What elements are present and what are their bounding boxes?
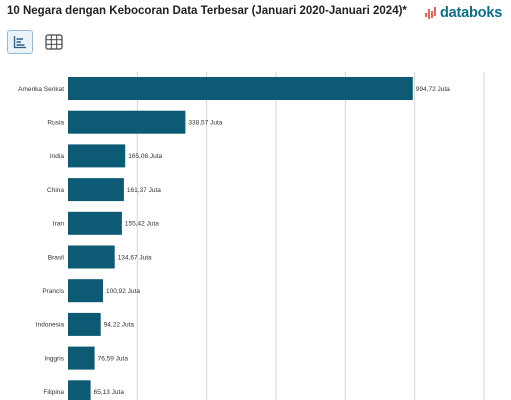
databoks-logo-text: databoks [440,5,503,21]
value-label: 76,59 Juta [98,355,129,362]
category-label: Amerika Serikat [18,86,64,93]
bar[interactable] [68,279,103,303]
chart-title: 10 Negara dengan Kebocoran Data Terbesar… [7,5,407,17]
value-label: 100,92 Juta [106,288,140,295]
value-label: 165,08 Juta [128,153,162,160]
value-label: 65,13 Juta [94,389,125,396]
bar[interactable] [68,77,413,100]
chart-view-button[interactable] [7,30,33,54]
databoks-logo[interactable]: databoks [425,5,502,21]
value-label: 155,42 Juta [125,221,159,228]
table-view-button[interactable] [41,30,67,54]
table-grid-icon [45,34,63,50]
category-label: Filipina [43,389,64,396]
category-label: Iran [53,221,65,228]
bar[interactable] [68,211,122,235]
value-label: 94,22 Juta [104,322,135,329]
value-label: 994,72 Juta [416,86,450,93]
category-label: Indonesia [36,322,65,329]
category-label: Rusia [47,120,64,127]
bar[interactable] [68,178,124,202]
value-label: 338,57 Juta [188,120,222,127]
bar[interactable] [68,144,126,168]
category-label: Brasil [48,254,65,261]
category-label: Prancis [42,288,64,295]
databoks-logo-icon [425,6,436,19]
category-label: Inggris [44,355,64,362]
value-label: 161,37 Juta [127,187,161,194]
bar-chart-icon [13,36,26,49]
category-label: China [47,187,64,194]
bar[interactable] [68,312,101,336]
bar[interactable] [68,346,95,370]
bar[interactable] [68,380,91,400]
bar[interactable] [68,245,115,269]
category-label: India [50,153,64,160]
bar[interactable] [68,110,186,134]
value-label: 134,67 Juta [118,254,152,261]
